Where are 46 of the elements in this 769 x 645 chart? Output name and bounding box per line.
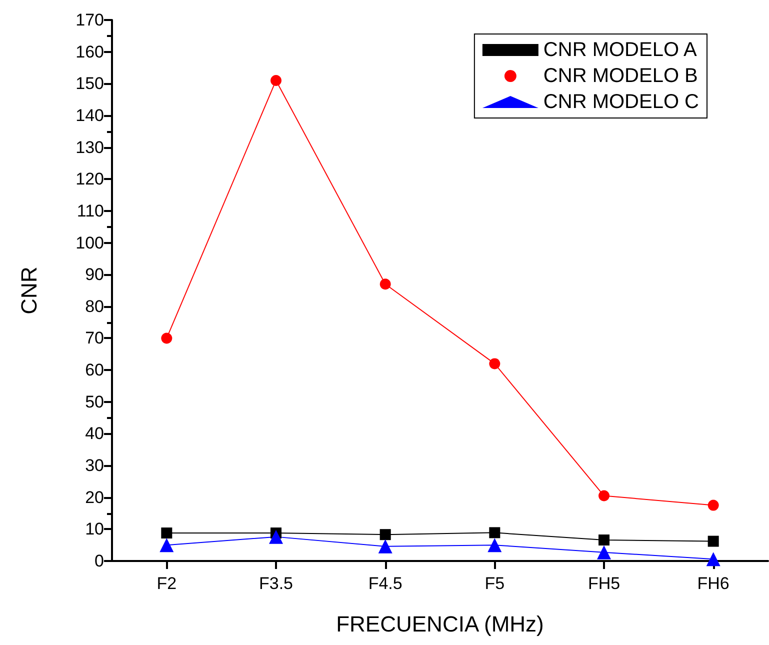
y-tick-label: 60: [85, 360, 104, 380]
point: [161, 527, 172, 538]
point: [597, 545, 611, 560]
x-tick-label: F5: [484, 574, 505, 593]
legend-label: CNR MODELO B: [543, 65, 698, 87]
point: [489, 527, 500, 538]
y-tick-label: 20: [85, 488, 104, 507]
y-tick-label: 160: [76, 42, 104, 62]
y-tick-label: 130: [76, 138, 104, 157]
point: [706, 552, 720, 566]
point: [378, 539, 392, 554]
x-tick-label: F4.5: [368, 574, 402, 593]
point: [598, 534, 610, 546]
point: [161, 332, 172, 344]
legend-label: CNR MODELO A: [543, 39, 698, 61]
y-tick-label: 0: [94, 552, 104, 570]
point: [380, 278, 391, 290]
point: [380, 529, 391, 540]
point: [269, 530, 283, 544]
y-tick-label: 10: [85, 520, 104, 539]
point: [160, 538, 174, 552]
point: [270, 74, 282, 86]
legend-label: CNR MODELO C: [543, 91, 700, 113]
point: [708, 500, 719, 511]
y-tick-label: 170: [76, 10, 104, 30]
y-tick-label: 80: [85, 296, 104, 316]
point: [598, 490, 610, 502]
y-tick-label: 150: [76, 74, 104, 94]
y-tick-label: 70: [85, 328, 104, 348]
y-tick-label: 110: [76, 201, 104, 220]
point: [708, 536, 719, 547]
y-tick-label: 30: [85, 456, 104, 476]
x-tick-label: F2: [156, 574, 177, 593]
x-tick-label: FH5: [588, 574, 620, 593]
y-axis-title: CNR: [16, 266, 42, 314]
x-tick-label: FH6: [697, 574, 730, 593]
y-tick-label: 50: [85, 392, 104, 412]
y-tick-label: 40: [85, 424, 104, 444]
y-tick-label: 120: [76, 170, 104, 189]
y-tick-label: 100: [76, 233, 104, 252]
x-axis-title: FRECUENCIA (MHz): [336, 612, 544, 636]
y-tick-label: 90: [85, 265, 104, 284]
point: [488, 538, 502, 552]
x-tick-label: F3.5: [258, 574, 294, 593]
point: [489, 358, 500, 370]
y-tick-label: 140: [76, 106, 104, 125]
